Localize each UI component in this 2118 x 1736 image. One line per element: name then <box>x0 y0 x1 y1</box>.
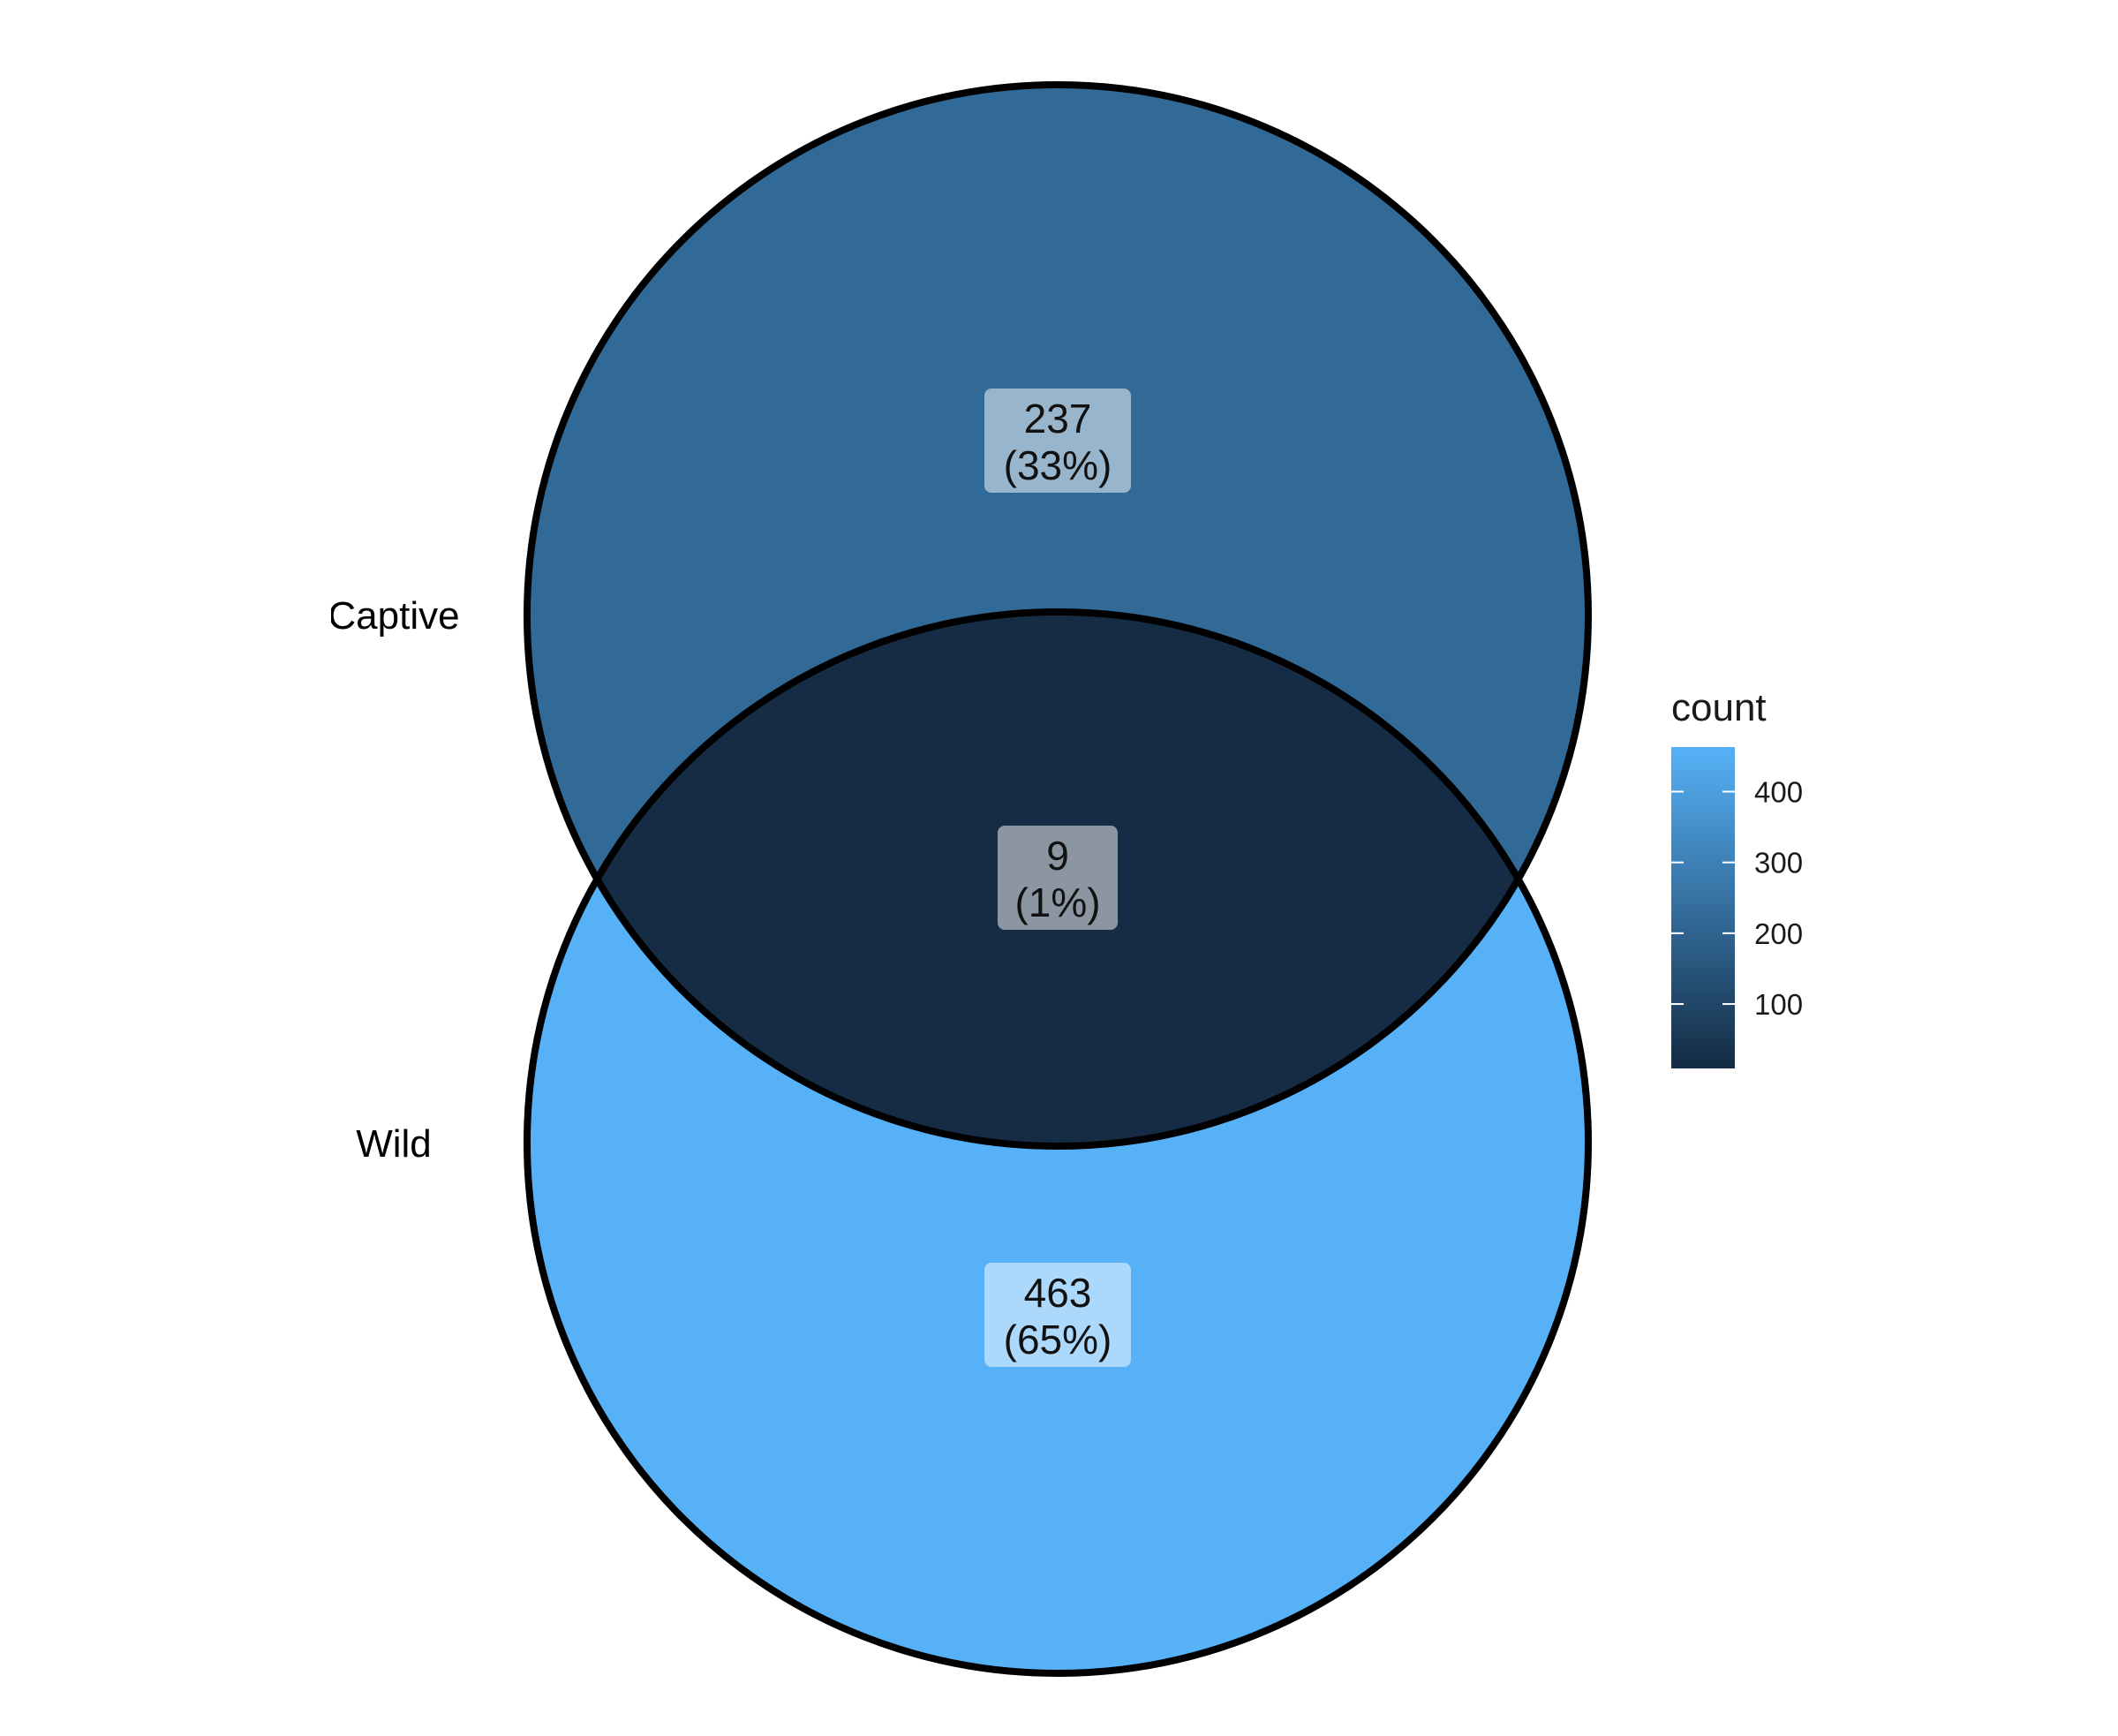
count-percent-intersection: (1%) <box>1014 879 1100 925</box>
count-box-captive <box>984 389 1131 493</box>
count-value-captive: 237 <box>1024 396 1092 442</box>
legend-tick-label-400: 400 <box>1754 776 1803 809</box>
set-label-captive: Captive <box>328 594 459 638</box>
wild-outline <box>524 608 1592 1677</box>
count-percent-captive: (33%) <box>1004 442 1112 488</box>
legend-tick-label-200: 200 <box>1754 917 1803 950</box>
count-label-captive: 237 (33%) <box>984 389 1131 493</box>
set-label-wild: Wild <box>356 1122 432 1166</box>
count-label-intersection: 9 (1%) <box>998 826 1118 930</box>
count-label-wild: 463 (65%) <box>984 1263 1131 1367</box>
legend-tick-label-300: 300 <box>1754 847 1803 879</box>
count-value-wild: 463 <box>1024 1270 1092 1316</box>
legend-title: count <box>1671 686 1767 729</box>
legend-tick-label-100: 100 <box>1754 988 1803 1021</box>
count-percent-wild: (65%) <box>1004 1317 1112 1362</box>
count-box-intersection <box>998 826 1118 930</box>
count-box-wild <box>984 1263 1131 1367</box>
count-value-intersection: 9 <box>1046 833 1069 879</box>
captive-outline <box>524 81 1592 1150</box>
legend: count 100 200 300 400 <box>1671 686 1803 1068</box>
legend-colorbar <box>1671 747 1735 1068</box>
